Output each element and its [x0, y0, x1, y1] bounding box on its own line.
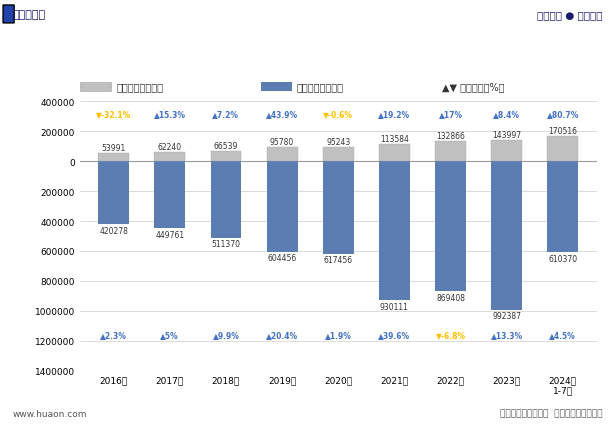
Text: ▼-0.6%: ▼-0.6%	[323, 109, 353, 118]
Text: 420278: 420278	[99, 226, 128, 235]
Text: 617456: 617456	[323, 256, 353, 265]
Text: 511370: 511370	[212, 239, 240, 249]
Text: ▲4.5%: ▲4.5%	[549, 330, 576, 339]
Bar	[267, 147, 298, 162]
Bar	[98, 162, 129, 225]
Bar	[491, 162, 522, 310]
Bar	[379, 162, 410, 301]
FancyBboxPatch shape	[3, 6, 14, 24]
Text: ▲43.9%: ▲43.9%	[266, 109, 298, 118]
Text: ▼-6.8%: ▼-6.8%	[435, 330, 466, 339]
Text: ▲20.4%: ▲20.4%	[266, 330, 298, 339]
Text: 2016-2024年7月铜陵市（境内目的地/货源地）进、出口额: 2016-2024年7月铜陵市（境内目的地/货源地）进、出口额	[155, 43, 460, 59]
Bar	[435, 162, 466, 291]
Bar	[435, 142, 466, 162]
Text: 449761: 449761	[155, 230, 184, 239]
Text: ▲8.4%: ▲8.4%	[493, 109, 520, 118]
Text: 62240: 62240	[157, 142, 182, 151]
Text: 604456: 604456	[268, 253, 296, 262]
Bar	[210, 152, 241, 162]
Bar	[491, 141, 522, 162]
Text: ▲15.3%: ▲15.3%	[154, 109, 186, 118]
Text: 930111: 930111	[380, 302, 409, 311]
Bar	[379, 145, 410, 162]
Text: 992387: 992387	[492, 311, 521, 320]
Text: 资料来源：中国海关  华经产业研究院整理: 资料来源：中国海关 华经产业研究院整理	[500, 409, 603, 418]
Text: 113584: 113584	[380, 135, 409, 144]
Text: 143997: 143997	[492, 130, 522, 139]
Bar	[98, 154, 129, 162]
Text: ▲9.9%: ▲9.9%	[213, 330, 239, 339]
Text: ▼-32.1%: ▼-32.1%	[96, 109, 131, 118]
Text: 610370: 610370	[549, 254, 577, 263]
Text: ▲39.6%: ▲39.6%	[378, 330, 410, 339]
Bar	[210, 162, 241, 238]
Text: www.huaon.com: www.huaon.com	[12, 409, 87, 418]
Text: 53991: 53991	[101, 144, 125, 153]
Text: 170516: 170516	[549, 126, 577, 135]
Bar	[80, 83, 111, 92]
Text: 132866: 132866	[436, 132, 465, 141]
Text: 华经情报网: 华经情报网	[12, 10, 46, 20]
Text: ▲17%: ▲17%	[438, 109, 462, 118]
Text: ▲2.3%: ▲2.3%	[100, 330, 127, 339]
Text: ▲13.3%: ▲13.3%	[491, 330, 523, 339]
Text: 95780: 95780	[270, 138, 294, 147]
Text: ▲19.2%: ▲19.2%	[378, 109, 410, 118]
Text: ▲▼ 同比增长（%）: ▲▼ 同比增长（%）	[442, 82, 504, 92]
Bar	[323, 162, 354, 254]
Text: 出口额（万美元）: 出口额（万美元）	[116, 82, 163, 92]
Bar	[547, 162, 578, 253]
Text: 869408: 869408	[436, 293, 465, 302]
Bar	[261, 83, 292, 92]
Bar	[154, 153, 185, 162]
Bar	[154, 162, 185, 229]
Text: 95243: 95243	[326, 138, 351, 147]
Text: 进口额（万美元）: 进口额（万美元）	[297, 82, 344, 92]
Bar	[267, 162, 298, 252]
Bar	[547, 136, 578, 162]
Text: ▲1.9%: ▲1.9%	[325, 330, 352, 339]
Bar	[323, 148, 354, 162]
Text: ▲5%: ▲5%	[161, 330, 179, 339]
Text: ▲80.7%: ▲80.7%	[547, 109, 579, 118]
Text: ▲7.2%: ▲7.2%	[212, 109, 239, 118]
Text: 专业严谨 ● 客观科学: 专业严谨 ● 客观科学	[537, 10, 603, 20]
Text: 66539: 66539	[214, 142, 238, 151]
